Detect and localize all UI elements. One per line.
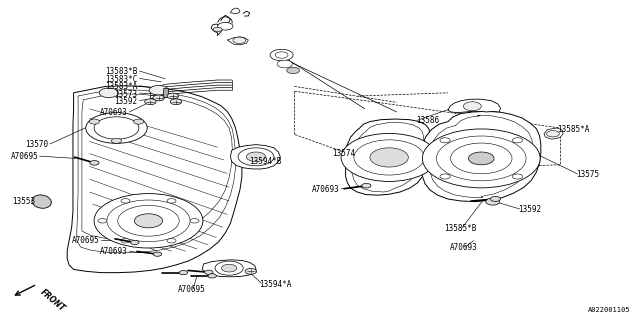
Circle shape (107, 200, 190, 242)
Circle shape (440, 138, 450, 143)
Circle shape (215, 261, 243, 275)
Text: 13586: 13586 (416, 116, 439, 125)
Text: 13553: 13553 (12, 197, 35, 206)
Text: 13575: 13575 (576, 170, 599, 179)
Polygon shape (230, 145, 280, 169)
Circle shape (245, 268, 257, 274)
Circle shape (218, 22, 233, 30)
Circle shape (440, 174, 450, 179)
Text: 13585*B: 13585*B (445, 224, 477, 233)
Circle shape (111, 138, 122, 143)
Text: 13583*A: 13583*A (105, 82, 138, 91)
Ellipse shape (32, 195, 51, 208)
Text: 13583*C: 13583*C (105, 75, 138, 84)
Text: A70693: A70693 (312, 185, 339, 194)
Circle shape (94, 117, 139, 139)
Circle shape (486, 198, 500, 205)
Circle shape (463, 102, 481, 111)
Circle shape (179, 270, 188, 275)
Polygon shape (448, 99, 500, 113)
Circle shape (131, 240, 139, 244)
Text: 13592: 13592 (518, 205, 541, 214)
Circle shape (153, 252, 162, 256)
Circle shape (513, 138, 523, 143)
Circle shape (170, 99, 182, 105)
Text: A70693: A70693 (100, 108, 128, 117)
Circle shape (354, 140, 424, 175)
Text: A70693: A70693 (450, 244, 478, 252)
Circle shape (167, 199, 176, 203)
Circle shape (436, 136, 526, 181)
Text: A70693: A70693 (100, 247, 128, 256)
Circle shape (341, 133, 437, 181)
Text: A70695: A70695 (178, 285, 206, 294)
Circle shape (238, 148, 274, 166)
Circle shape (213, 27, 222, 32)
Text: A70695: A70695 (11, 152, 38, 161)
Circle shape (134, 119, 144, 124)
Text: 13594*B: 13594*B (250, 157, 282, 166)
Circle shape (287, 67, 300, 74)
Text: 13573: 13573 (115, 90, 138, 99)
Circle shape (99, 88, 118, 98)
Circle shape (94, 194, 203, 248)
Circle shape (451, 143, 512, 174)
Circle shape (167, 238, 176, 243)
Polygon shape (421, 111, 541, 202)
Circle shape (153, 95, 164, 101)
Circle shape (370, 148, 408, 167)
Polygon shape (346, 119, 430, 195)
Text: 13583*B: 13583*B (105, 68, 138, 76)
Text: 13594*A: 13594*A (259, 280, 292, 289)
Circle shape (490, 196, 500, 201)
Circle shape (422, 129, 540, 188)
Circle shape (89, 119, 99, 124)
Circle shape (547, 131, 559, 137)
Circle shape (98, 219, 107, 223)
Polygon shape (230, 8, 240, 14)
Circle shape (190, 219, 199, 223)
Circle shape (145, 99, 156, 105)
Circle shape (118, 205, 179, 236)
Circle shape (134, 214, 163, 228)
Text: 13585*A: 13585*A (557, 125, 589, 134)
Circle shape (121, 199, 130, 203)
Circle shape (90, 161, 99, 165)
Text: 13574: 13574 (332, 149, 355, 158)
Text: A022001105: A022001105 (588, 307, 630, 313)
Circle shape (246, 152, 266, 162)
Circle shape (221, 264, 237, 272)
Polygon shape (544, 128, 563, 139)
Circle shape (233, 37, 246, 44)
Circle shape (362, 183, 371, 188)
Circle shape (270, 49, 293, 61)
Text: 13592: 13592 (115, 97, 138, 106)
Circle shape (167, 93, 179, 99)
Circle shape (121, 238, 130, 243)
Circle shape (208, 274, 216, 278)
Circle shape (275, 52, 288, 58)
Polygon shape (227, 37, 248, 45)
Text: A70695: A70695 (72, 236, 99, 245)
Polygon shape (202, 260, 256, 277)
Text: FRONT: FRONT (38, 287, 67, 313)
Circle shape (277, 60, 292, 68)
Circle shape (468, 152, 494, 165)
Circle shape (86, 113, 147, 143)
Circle shape (149, 85, 168, 95)
Polygon shape (163, 88, 168, 97)
Circle shape (205, 270, 213, 274)
Text: 13570: 13570 (25, 140, 48, 149)
Circle shape (513, 174, 523, 179)
Polygon shape (67, 86, 242, 273)
